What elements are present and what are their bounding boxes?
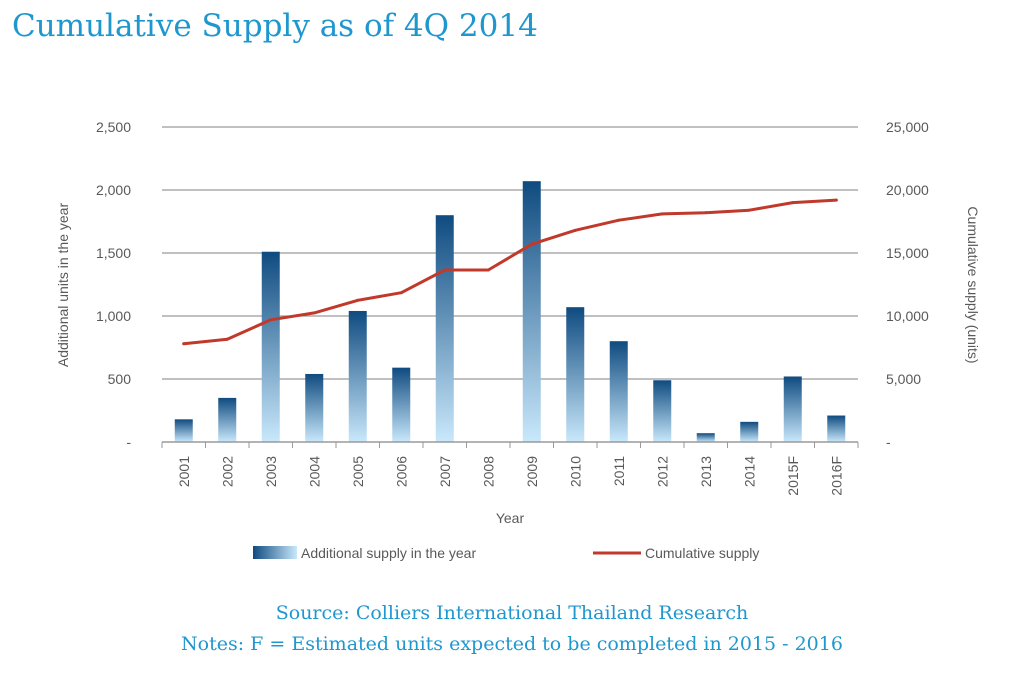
bar-2001 (174, 419, 193, 442)
line-point-2016F (834, 198, 838, 202)
y-tick-right-label: 20,000 (886, 182, 929, 198)
y-tick-right-label: - (886, 434, 891, 450)
line-point-2009 (530, 242, 534, 246)
y-tick-left-label: 500 (108, 371, 132, 387)
x-tick-label: 2010 (567, 456, 583, 487)
line-point-2013 (704, 211, 708, 215)
x-tick-label: 2008 (480, 456, 496, 487)
y-axis-left-title: Additional units in the year (55, 203, 71, 368)
line-point-2015F (791, 201, 795, 205)
y-tick-left-label: 1,500 (96, 245, 131, 261)
line-point-2001 (182, 342, 186, 346)
bar-2010 (566, 307, 585, 442)
line-point-2011 (617, 218, 621, 222)
line-point-2005 (356, 298, 360, 302)
bar-2003 (261, 251, 280, 442)
cumulative-supply-line (182, 198, 838, 346)
x-tick-label: 2004 (306, 456, 322, 487)
x-tick-label: 2012 (654, 456, 670, 487)
line-point-2012 (660, 212, 664, 216)
legend-bar-label: Additional supply in the year (301, 545, 476, 561)
x-tick-label: 2013 (698, 456, 714, 487)
bar-2002 (218, 397, 237, 442)
legend-bar-swatch (253, 546, 297, 559)
y-tick-left-label: 2,500 (96, 119, 131, 135)
y-tick-left-label: 1,000 (96, 308, 131, 324)
x-tick-label: 2016F (828, 456, 844, 496)
y-tick-right-label: 5,000 (886, 371, 921, 387)
bar-2013 (696, 433, 715, 442)
y-tick-right-label: 25,000 (886, 119, 929, 135)
x-tick-label: 2003 (263, 456, 279, 487)
x-tick-label: 2014 (741, 456, 757, 487)
bar-2012 (653, 380, 672, 442)
line-point-2014 (747, 208, 751, 212)
line-point-2004 (312, 311, 316, 315)
notes: Notes: F = Estimated units expected to b… (181, 633, 843, 655)
x-tick-label: 2005 (350, 456, 366, 487)
x-tick-label: 2011 (611, 456, 627, 486)
bar-2016F (827, 415, 846, 442)
y-tick-left-label: - (126, 434, 131, 450)
bar-2009 (522, 181, 541, 442)
line-point-2002 (225, 337, 229, 341)
line-point-2007 (443, 268, 447, 272)
bar-2007 (435, 215, 454, 442)
y-tick-left-label: 2,000 (96, 182, 131, 198)
page-title: Cumulative Supply as of 4Q 2014 (12, 8, 538, 44)
bar-2011 (609, 341, 628, 442)
source-note: Source: Colliers International Thailand … (275, 602, 749, 624)
chart: - - 500 5,000 1,000 10,000 1,500 15,000 2,000 20,… (55, 119, 981, 561)
x-tick-label: 2006 (393, 456, 409, 487)
x-tick-label: 2001 (176, 456, 192, 487)
bar-2004 (305, 373, 324, 442)
y-tick-right-label: 10,000 (886, 308, 929, 324)
y-axis-right-title: Cumulative supply (units) (965, 206, 981, 363)
y-tick-right-label: 15,000 (886, 245, 929, 261)
line-point-2006 (399, 291, 403, 295)
bar-2014 (740, 421, 759, 442)
legend: Additional supply in the year Cumulative… (253, 545, 759, 561)
line-point-2010 (573, 228, 577, 232)
bar-2005 (348, 310, 367, 442)
bar-2006 (392, 367, 411, 442)
x-tick-label: 2009 (524, 456, 540, 487)
line-point-2003 (269, 318, 273, 322)
x-axis-title: Year (496, 510, 525, 526)
x-tick-label: 2015F (785, 456, 801, 496)
legend-line-label: Cumulative supply (645, 545, 759, 561)
bar-2015F (783, 376, 802, 442)
x-tick-label: 2002 (219, 456, 235, 487)
line-point-2008 (486, 268, 490, 272)
x-tick-label: 2007 (437, 456, 453, 487)
